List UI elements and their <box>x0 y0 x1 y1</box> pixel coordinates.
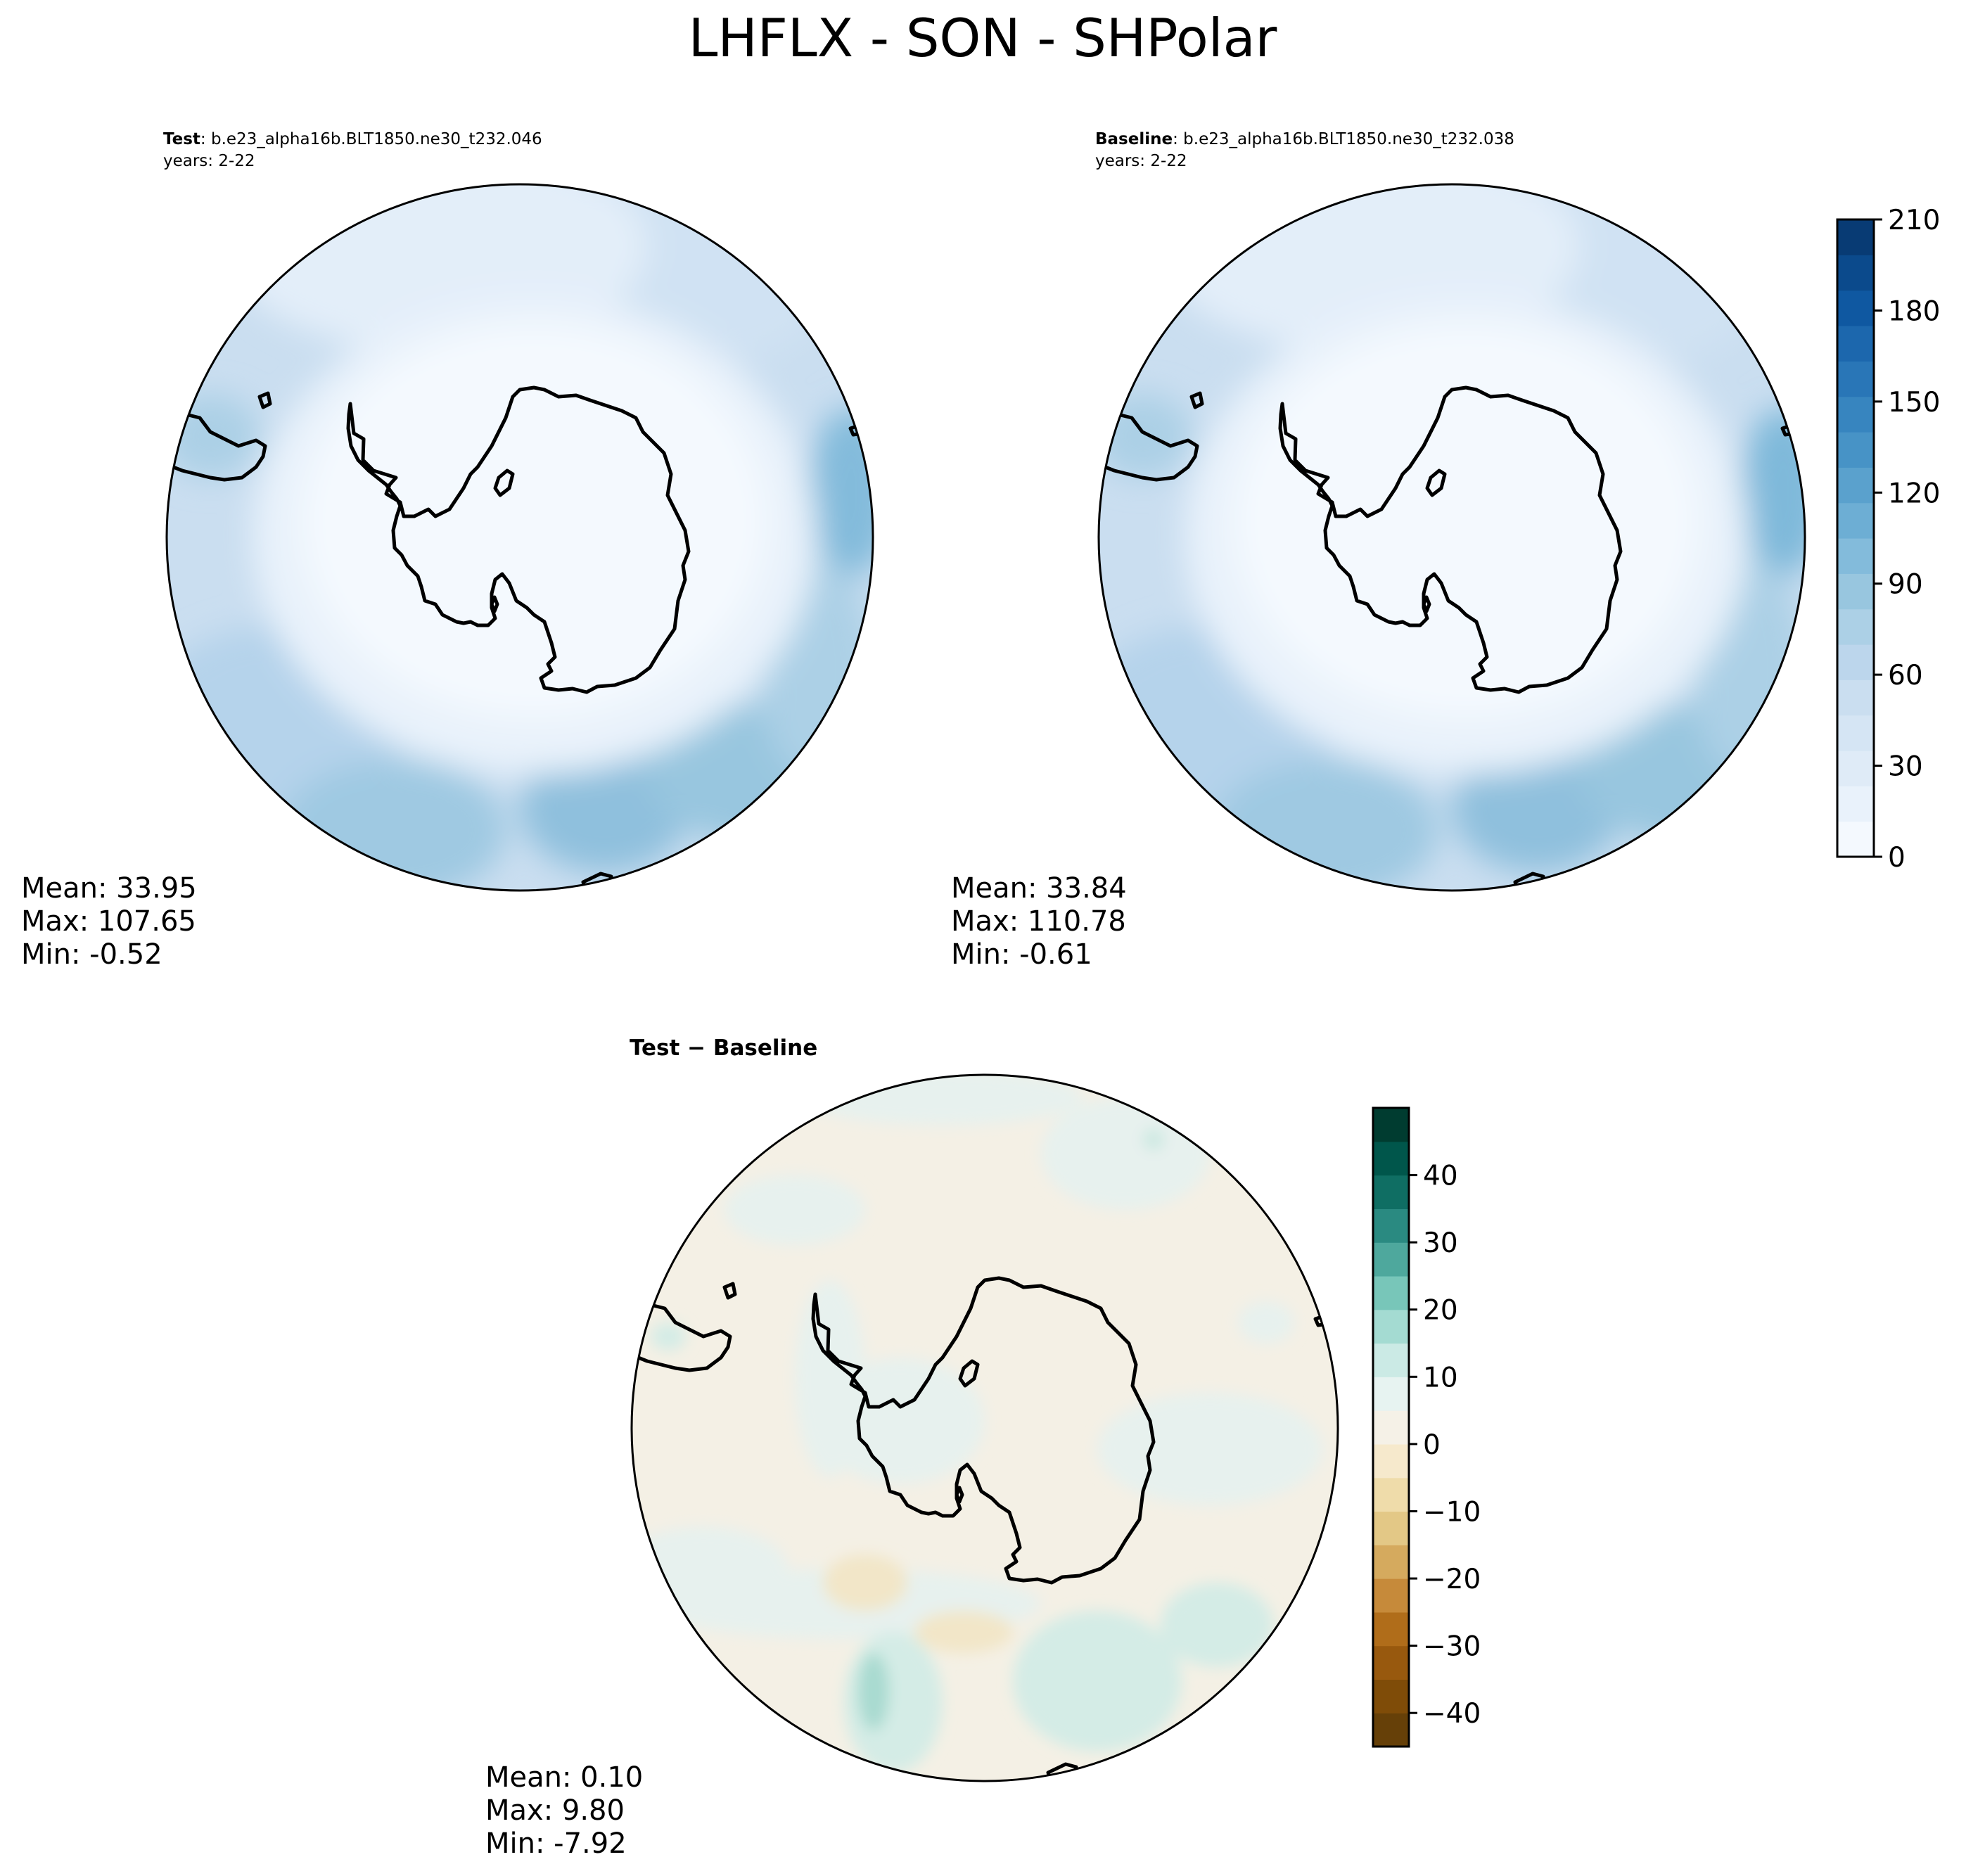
top-colorbar-segment <box>1837 361 1874 397</box>
top-colorbar-segment <box>1837 644 1874 680</box>
diff-panel: Test − Baseline <box>485 1035 1339 1860</box>
test-min: Min: -0.52 <box>21 938 162 971</box>
top-colorbar-segment <box>1837 326 1874 362</box>
top-colorbar-segment <box>1837 715 1874 751</box>
bottom-colorbar-tick-label: 30 <box>1423 1227 1458 1259</box>
top-colorbar-segment <box>1837 396 1874 433</box>
top-colorbar-segment <box>1837 290 1874 326</box>
baseline-years: years: 2-22 <box>1095 152 1187 170</box>
top-colorbar-segment <box>1837 679 1874 716</box>
top-colorbar-tick-label: 210 <box>1888 205 1940 236</box>
top-colorbar-segment <box>1837 467 1874 504</box>
test-map <box>167 184 873 891</box>
bottom-colorbar-segment <box>1373 1679 1409 1714</box>
top-colorbar-tick-label: 60 <box>1888 660 1923 691</box>
top-colorbar-segment <box>1837 502 1874 539</box>
bottom-colorbar-segment <box>1373 1578 1409 1613</box>
bottom-colorbar-segment <box>1373 1175 1409 1209</box>
baseline-map <box>1099 184 1805 891</box>
diff-map <box>632 1075 1338 1781</box>
test-mean: Mean: 33.95 <box>21 872 197 905</box>
test-label: Test <box>163 130 200 148</box>
bottom-colorbar-segment <box>1373 1343 1409 1377</box>
test-map-boundary <box>165 183 874 892</box>
figure-title: LHFLX - SON - SHPolar <box>689 7 1277 69</box>
baseline-mean: Mean: 33.84 <box>951 872 1127 905</box>
top-colorbar-tick-label: 120 <box>1888 478 1940 509</box>
bottom-colorbar-segment <box>1373 1275 1409 1310</box>
baseline-header: Baseline: b.e23_alpha16b.BLT1850.ne30_t2… <box>1095 130 1514 148</box>
diff-max: Max: 9.80 <box>485 1794 625 1827</box>
top-colorbar-segment <box>1837 219 1874 255</box>
top-colorbar-tick-label: 180 <box>1888 295 1940 327</box>
top-colorbar-segment <box>1837 432 1874 468</box>
test-panel: Test: b.e23_alpha16b.BLT1850.ne30_t232.0… <box>21 130 874 971</box>
bottom-colorbar-segment <box>1373 1477 1409 1512</box>
bottom-colorbar-tick-label: −20 <box>1423 1564 1481 1595</box>
top-colorbar-segment <box>1837 608 1874 645</box>
baseline-label: Baseline <box>1095 130 1173 148</box>
bottom-colorbar-segment <box>1373 1309 1409 1344</box>
bottom-colorbar-tick-label: 40 <box>1423 1161 1458 1192</box>
bottom-colorbar-segment <box>1373 1208 1409 1243</box>
baseline-case: : b.e23_alpha16b.BLT1850.ne30_t232.038 <box>1173 130 1514 148</box>
bottom-colorbar-tick-label: −10 <box>1423 1496 1481 1528</box>
bottom-colorbar-tick-label: 20 <box>1423 1295 1458 1327</box>
bottom-colorbar-tick-label: −40 <box>1423 1698 1481 1730</box>
diff-title: Test − Baseline <box>630 1035 817 1061</box>
test-years: years: 2-22 <box>163 152 255 170</box>
bottom-colorbar-segment <box>1373 1612 1409 1647</box>
diff-min: Min: -7.92 <box>485 1827 627 1860</box>
baseline-min: Min: -0.61 <box>951 938 1092 971</box>
bottom-colorbar-segment <box>1373 1410 1409 1445</box>
baseline-max: Max: 110.78 <box>951 905 1126 938</box>
bottom-colorbar-segment <box>1373 1377 1409 1411</box>
bottom-colorbar-segment <box>1373 1713 1409 1747</box>
bottom-colorbar-segment <box>1373 1645 1409 1680</box>
bottom-colorbar-segment <box>1373 1511 1409 1545</box>
bottom-colorbar-tick-label: −30 <box>1423 1631 1481 1663</box>
top-colorbar-segment <box>1837 573 1874 610</box>
bottom-colorbar-frame <box>1372 1106 1410 1748</box>
baseline-panel: Baseline: b.e23_alpha16b.BLT1850.ne30_t2… <box>951 130 1806 971</box>
top-colorbar-segment <box>1837 538 1874 574</box>
bottom-colorbar-tick-label: 10 <box>1423 1362 1458 1393</box>
top-colorbar-tick-label: 90 <box>1888 569 1923 601</box>
top-colorbar-segment <box>1837 255 1874 291</box>
bottom-colorbar-segment <box>1373 1141 1409 1176</box>
bottom-colorbar-segment <box>1373 1108 1409 1142</box>
bottom-colorbar-tick-label: 0 <box>1423 1429 1441 1461</box>
diff-mean: Mean: 0.10 <box>485 1761 643 1794</box>
bottom-colorbar-segment <box>1373 1545 1409 1579</box>
baseline-map-boundary <box>1097 183 1806 892</box>
bottom-colorbar-segment <box>1373 1242 1409 1277</box>
top-colorbar: 0 30 60 90 120 150 180 210 <box>1836 205 1940 874</box>
test-case: : b.e23_alpha16b.BLT1850.ne30_t232.046 <box>200 130 542 148</box>
bottom-colorbar: 40 30 20 10 0 −10 −20 −30 −40 <box>1372 1106 1481 1748</box>
top-colorbar-segment <box>1837 751 1874 786</box>
top-colorbar-segment <box>1837 786 1874 822</box>
top-colorbar-tick-label: 30 <box>1888 751 1923 783</box>
diff-map-boundary <box>630 1073 1339 1782</box>
bottom-colorbar-segment <box>1373 1443 1409 1479</box>
top-colorbar-tick-label: 0 <box>1888 842 1906 874</box>
test-max: Max: 107.65 <box>21 905 196 938</box>
test-header: Test: b.e23_alpha16b.BLT1850.ne30_t232.0… <box>163 130 542 148</box>
top-colorbar-tick-label: 150 <box>1888 387 1940 419</box>
top-colorbar-segment <box>1837 821 1874 857</box>
top-colorbar-frame <box>1836 218 1875 858</box>
